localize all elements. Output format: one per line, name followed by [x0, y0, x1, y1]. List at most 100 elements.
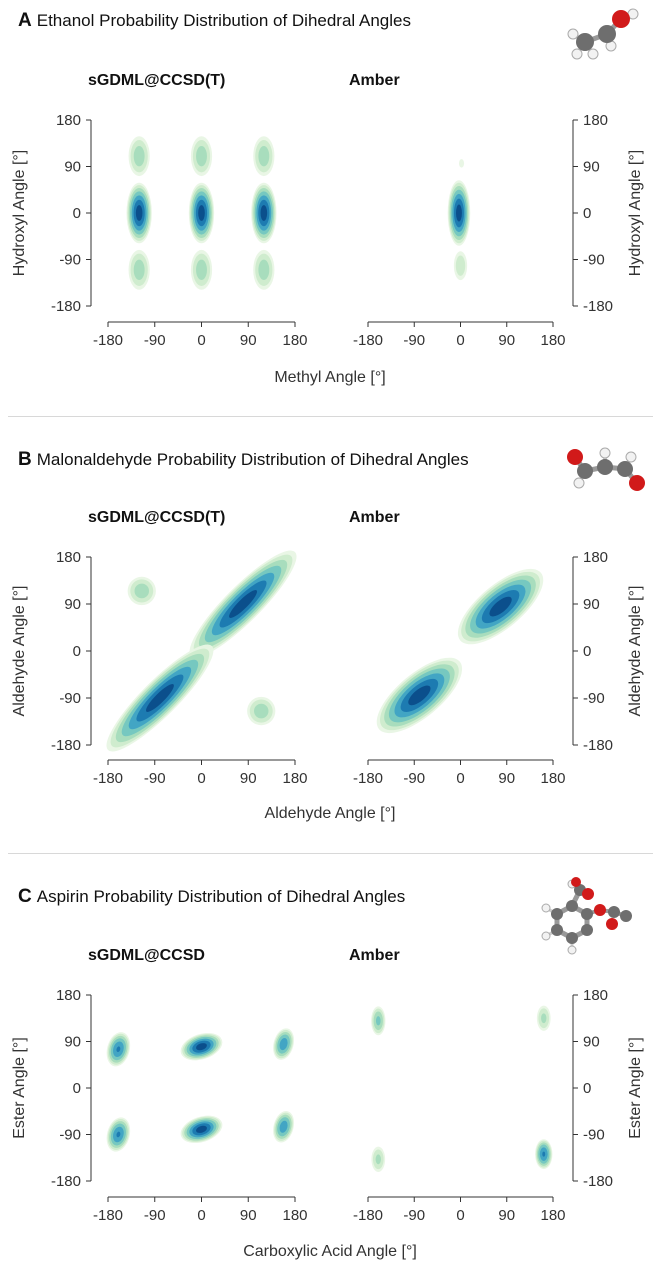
- y-tick-label: 0: [583, 643, 591, 660]
- density-contour: [489, 596, 512, 617]
- divider: [8, 416, 653, 417]
- density-peak: [128, 136, 150, 177]
- density-contour: [541, 1013, 547, 1024]
- x-tick-label: 180: [282, 770, 307, 787]
- y-tick-label: 0: [583, 1080, 591, 1097]
- x-tick-label: -180: [353, 1207, 383, 1224]
- density-peak: [190, 136, 213, 177]
- density-contour: [408, 685, 431, 706]
- y-tick-label: 0: [583, 205, 591, 222]
- density-peak: [127, 576, 156, 606]
- y-axis-label: Aldehyde Angle [°]: [11, 586, 28, 717]
- y-tick-label: -180: [583, 298, 613, 315]
- density-peak: [106, 1117, 131, 1152]
- x-tick-label: -180: [93, 1207, 123, 1224]
- x-tick-label: 90: [240, 332, 257, 349]
- x-tick-label: 90: [498, 332, 515, 349]
- density-peak: [376, 657, 463, 734]
- y-tick-label: 180: [583, 549, 608, 566]
- density-contour: [375, 1154, 381, 1165]
- density-series-left: [106, 1028, 295, 1152]
- x-tick-label: 0: [456, 332, 464, 349]
- x-tick-label: 180: [282, 1207, 307, 1224]
- subplot-title-right: Amber: [349, 947, 400, 964]
- ethanol-molecule-icon: [567, 8, 639, 60]
- y-axis-label: Aldehyde Angle [°]: [627, 586, 644, 717]
- molecule-name: Aspirin: [36, 887, 89, 906]
- x-tick-label: 90: [498, 770, 515, 787]
- density-series-right: [371, 1005, 553, 1172]
- density-series-right: [376, 568, 544, 734]
- density-peak: [247, 696, 276, 726]
- density-peak: [106, 1032, 131, 1067]
- panel-title: A Ethanol Probability Distribution of Dih…: [18, 10, 411, 32]
- y-tick-label: 180: [56, 549, 81, 566]
- y-tick-label: 90: [583, 596, 600, 613]
- x-tick-label: 0: [197, 332, 205, 349]
- density-peak: [273, 1028, 295, 1060]
- panel-c-plot: -180 -90 0 90 180 -180 -90 0 90 180 180 90 0 -90 -180 E…: [11, 987, 644, 1260]
- y-tick-label: -180: [51, 298, 81, 315]
- density-contour: [198, 205, 205, 221]
- y-tick-label: -180: [51, 737, 81, 754]
- subplot-title-right: Amber: [349, 72, 400, 89]
- x-axis-label: Methyl Angle [°]: [274, 369, 385, 386]
- y-axis-left: 180 90 0 -90 -180 Ester Angle [°]: [11, 987, 92, 1190]
- density-contour: [455, 255, 466, 276]
- subplot-title-left: sGDML@CCSD(T): [88, 72, 226, 89]
- y-tick-label: 180: [583, 112, 608, 129]
- density-peak: [371, 1146, 386, 1172]
- panel-b: B Malonaldehyde Probability Distribution …: [0, 437, 653, 852]
- x-tick-label: -90: [144, 332, 166, 349]
- density-peak: [126, 182, 152, 244]
- density-peak: [253, 136, 275, 177]
- x-tick-label: 0: [456, 770, 464, 787]
- density-series-left: [106, 550, 297, 752]
- density-peak: [371, 1006, 386, 1036]
- density-contour: [258, 145, 270, 167]
- molecule-name: Malonaldehyde: [36, 450, 153, 469]
- density-contour: [542, 1151, 546, 1157]
- density-series-right: [447, 159, 471, 281]
- y-tick-label: -180: [583, 1173, 613, 1190]
- density-peak: [457, 568, 544, 645]
- panel-title: B Malonaldehyde Probability Distribution …: [18, 449, 469, 471]
- y-tick-label: -90: [583, 1127, 605, 1144]
- y-tick-label: -90: [583, 252, 605, 269]
- x-axis-left: -180 -90 0 90 180: [93, 759, 308, 787]
- y-tick-label: 0: [73, 643, 81, 660]
- x-tick-label: 180: [540, 1207, 565, 1224]
- x-tick-label: -180: [353, 770, 383, 787]
- y-tick-label: 90: [583, 1034, 600, 1051]
- x-axis-right: -180 -90 0 90 180: [353, 1196, 566, 1224]
- divider: [8, 853, 653, 854]
- y-tick-label: 90: [583, 159, 600, 176]
- malonaldehyde-molecule-icon: [567, 447, 645, 491]
- density-peak: [189, 550, 297, 658]
- panel-letter: A: [18, 10, 32, 31]
- density-contour: [196, 259, 207, 281]
- density-contour: [196, 1043, 207, 1051]
- x-tick-label: 90: [498, 1207, 515, 1224]
- density-peak: [253, 249, 275, 290]
- molecule-name: Ethanol: [36, 11, 95, 30]
- panel-a: A Ethanol Probability Distribution of Dih…: [0, 0, 653, 415]
- density-contour: [458, 159, 465, 168]
- y-axis-label: Hydroxyl Angle [°]: [11, 150, 28, 276]
- subplot-title-left: sGDML@CCSD: [88, 947, 205, 964]
- density-peak: [128, 249, 150, 290]
- density-contour: [456, 204, 462, 222]
- y-tick-label: -90: [59, 690, 81, 707]
- y-tick-label: 180: [56, 112, 81, 129]
- x-tick-label: 0: [197, 770, 205, 787]
- x-tick-label: -90: [403, 770, 425, 787]
- density-contour: [375, 1016, 381, 1026]
- y-tick-label: 90: [64, 596, 81, 613]
- density-peak: [180, 1115, 223, 1144]
- density-contour: [258, 259, 270, 281]
- subplot-title-right: Amber: [349, 509, 400, 526]
- x-axis-right: -180 -90 0 90 180: [353, 321, 566, 349]
- density-contour: [133, 259, 145, 281]
- panel-c: C Aspirin Probability Distribution of Dih…: [0, 874, 653, 1262]
- x-axis-label: Carboxylic Acid Angle [°]: [243, 1243, 417, 1260]
